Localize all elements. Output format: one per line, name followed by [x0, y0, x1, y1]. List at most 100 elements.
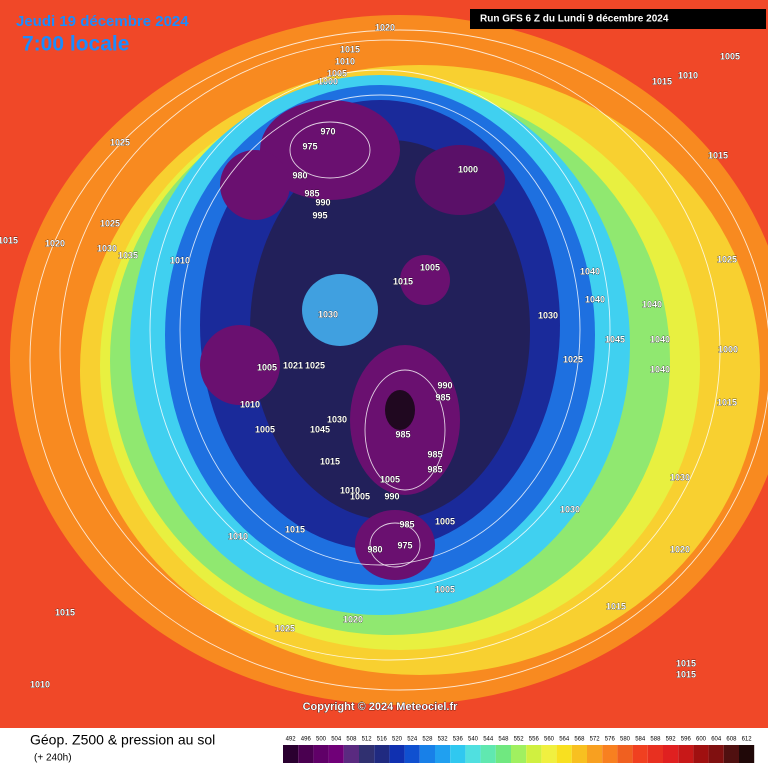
date: Jeudi 19 décembre 2024 — [16, 13, 189, 30]
colorbar-swatch — [328, 745, 344, 763]
isobar-label: 1040 — [580, 266, 600, 276]
isobar-label: 995 — [312, 210, 327, 220]
colorbar-label: 592 — [666, 737, 677, 743]
colorbar-label: 608 — [726, 737, 737, 743]
colorbar-label: 520 — [392, 737, 403, 743]
isobar-label: 1005 — [350, 491, 370, 501]
isobar-label: 1005 — [327, 68, 347, 78]
colorbar-swatch — [495, 745, 511, 763]
isobar-label: 1005 — [720, 51, 740, 61]
colorbar-swatch — [556, 745, 572, 763]
colorbar-label: 596 — [681, 737, 692, 743]
isobar-label: 1020 — [343, 614, 363, 624]
colorbar-label: 500 — [316, 737, 327, 743]
colorbar-label: 564 — [559, 737, 570, 743]
colorbar-swatch — [435, 745, 451, 763]
colorbar-swatch — [693, 745, 709, 763]
colorbar-label: 512 — [362, 737, 373, 743]
colorbar-label: 532 — [438, 737, 449, 743]
isobar-label: 1010 — [335, 56, 355, 66]
isobar-label: 1010 — [340, 485, 360, 495]
colorbar-label: 528 — [422, 737, 433, 743]
colorbar-label: 544 — [483, 737, 494, 743]
isobar-label: 1005 — [255, 424, 275, 434]
colorbar-label: 600 — [696, 737, 707, 743]
colorbar-label: 604 — [711, 737, 722, 743]
colorbar-label: 516 — [377, 737, 388, 743]
colorbar-swatch — [374, 745, 390, 763]
isobar-label: 1015 — [55, 607, 75, 617]
map-field — [0, 0, 768, 728]
colorbar-label: 572 — [590, 737, 601, 743]
isobar-label: 1021 — [283, 360, 303, 370]
colorbar-label: 556 — [529, 737, 540, 743]
isobar-label: 1030 — [97, 243, 117, 253]
colorbar-swatch — [587, 745, 603, 763]
colorbar-swatch — [450, 745, 466, 763]
colorbar-swatch — [678, 745, 694, 763]
colorbar-swatch — [541, 745, 557, 763]
isobar-label: 1015 — [285, 524, 305, 534]
isobar-label: 975 — [397, 540, 412, 550]
isobar-label: 1015 — [320, 456, 340, 466]
colorbar-swatch — [632, 745, 648, 763]
isobar-label: 1020 — [45, 238, 65, 248]
isobar-label: 1015 — [606, 601, 626, 611]
footer-lead: (+ 240h) — [34, 753, 72, 764]
isobar-label: 1005 — [435, 584, 455, 594]
isobar-label: 1045 — [605, 334, 625, 344]
colorbar-label: 504 — [331, 737, 342, 743]
colorbar-label: 568 — [574, 737, 585, 743]
isobar-label: 1005 — [257, 362, 277, 372]
run-box — [470, 9, 766, 29]
isobar-label: 985 — [304, 188, 319, 198]
colorbar-label: 584 — [635, 737, 646, 743]
colorbar-label: 492 — [286, 737, 297, 743]
isobar-label: 1015 — [717, 397, 737, 407]
isobar-label: 1010 — [170, 255, 190, 265]
isobar-label: 1015 — [652, 76, 672, 86]
isobar-label: 990 — [437, 380, 452, 390]
colorbar-swatch — [617, 745, 633, 763]
isobar-label: 980 — [367, 544, 382, 554]
isobar-label: 1040 — [650, 364, 670, 374]
isobar-label: 985 — [395, 429, 410, 439]
isobar-label: 1010 — [678, 70, 698, 80]
colorbar-swatch — [404, 745, 420, 763]
colorbar-label: 576 — [605, 737, 616, 743]
colorbar-label: 560 — [544, 737, 555, 743]
isobar-label: 1005 — [380, 474, 400, 484]
isobar-label: 1010 — [240, 399, 260, 409]
isobar-label: 1025 — [275, 623, 295, 633]
isobar-label: 975 — [302, 141, 317, 151]
isobar-label: 1000 — [458, 164, 478, 174]
isobar-label: 1030 — [318, 309, 338, 319]
colorbar-swatch — [708, 745, 724, 763]
isobar-label: 1025 — [110, 137, 130, 147]
isobar-label: 1000 — [718, 344, 738, 354]
colorbar-swatch — [313, 745, 329, 763]
colorbar-swatch — [389, 745, 405, 763]
isobar-label: 1035 — [118, 250, 138, 260]
isobar-label: 980 — [292, 170, 307, 180]
isobar-label: 1030 — [538, 310, 558, 320]
time: 7:00 locale — [22, 33, 129, 56]
colorbar-swatch — [663, 745, 679, 763]
isobar-label: 1030 — [670, 472, 690, 482]
isobar-label: 1025 — [563, 354, 583, 364]
isobar-label: 985 — [435, 392, 450, 402]
isobar-label: 1020 — [375, 22, 395, 32]
colorbar-swatch — [571, 745, 587, 763]
copyright: Copyright © 2024 Meteociel.fr — [303, 701, 459, 713]
isobar-label: 985 — [399, 519, 414, 529]
colorbar-label: 508 — [346, 737, 357, 743]
isobar-label: 1025 — [100, 218, 120, 228]
colorbar-swatch — [526, 745, 542, 763]
isobar-label: 1030 — [560, 504, 580, 514]
colorbar-swatch — [602, 745, 618, 763]
colorbar-swatch — [283, 745, 299, 763]
colorbar-label: 612 — [742, 737, 753, 743]
colorbar-label: 536 — [453, 737, 464, 743]
colorbar-swatch — [480, 745, 496, 763]
